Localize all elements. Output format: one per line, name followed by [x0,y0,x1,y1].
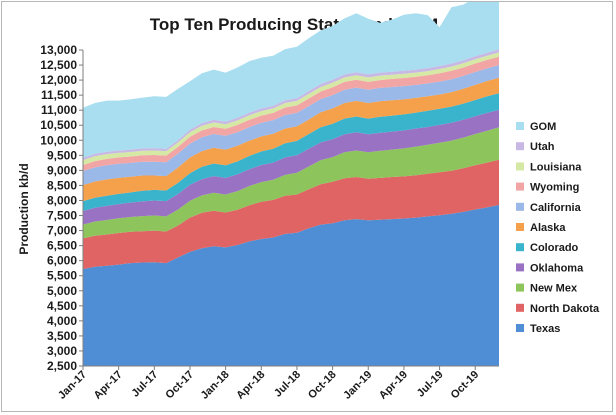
x-tick-label: Oct-19 [449,369,482,402]
legend-label-utah: Utah [530,141,555,153]
series-area-california [83,65,499,186]
y-tick-label: 2,500 [47,359,77,373]
legend-label-colorado: Colorado [530,242,579,254]
series-area-louisiana [83,52,499,165]
legend-label-new-mex: New Mex [530,283,578,295]
series-area-gom [83,2,499,158]
y-tick-label: 12,500 [40,58,77,72]
y-tick-label: 10,000 [40,133,77,147]
series-area-colorado [83,93,499,211]
areas-layer [83,2,499,366]
series-area-north-dakota [83,159,499,270]
legend-label-texas: Texas [530,323,560,335]
legend-swatch-louisiana [516,162,524,171]
x-tick-label: Jan-18 [199,369,232,402]
x-tick-label: Jul-17 [129,369,160,400]
y-tick-label: 8,500 [47,178,77,192]
x-tick-label: Oct-17 [163,369,196,402]
y-tick-label: 5,500 [47,269,77,283]
y-tick-label: 8,000 [47,193,77,207]
legend-label-wyoming: Wyoming [530,182,579,194]
x-tick-label: Jul-18 [272,369,303,400]
legend-label-california: California [530,202,582,214]
legend-label-louisiana: Louisiana [530,161,582,173]
y-tick-label: 7,000 [47,224,77,238]
legend-swatch-north-dakota [516,303,524,312]
x-tick-label: Apr-18 [234,369,267,402]
y-tick-label: 6,500 [47,239,77,253]
y-tick-label: 9,500 [47,148,77,162]
x-tick-label: Apr-19 [377,369,410,402]
legend-swatch-gom [516,122,524,130]
legend-swatch-oklahoma [516,263,524,272]
legend-swatch-texas [516,324,524,332]
series-area-oklahoma [83,109,499,225]
legend-label-gom: GOM [530,121,556,133]
y-tick-label: 12,000 [40,73,77,87]
y-tick-label: 13,000 [40,43,77,57]
y-tick-label: 11,500 [41,88,77,102]
y-tick-label: 4,000 [47,314,77,328]
series-area-utah [83,49,499,161]
x-tick-label: Apr-17 [92,369,125,402]
x-tick-label: Jan-17 [56,369,89,402]
legend-swatch-wyoming [516,182,524,191]
legend-label-north-dakota: North Dakota [530,303,600,315]
y-tick-label: 11,000 [41,103,77,117]
legend-swatch-colorado [516,243,524,252]
y-tick-label: 3,500 [47,329,77,343]
y-tick-label: 7,500 [47,209,77,223]
legend-swatch-california [516,202,524,211]
y-tick-label: 6,000 [47,254,77,268]
legend-swatch-alaska [516,223,524,231]
x-tick-label: Jul-19 [415,369,446,400]
y-tick-label: 9,000 [47,163,77,177]
series-area-alaska [83,77,499,202]
x-tick-label: Jan-19 [341,369,374,402]
y-axis-label: Production kb/d [17,163,31,254]
x-tick-label: Oct-18 [306,369,339,402]
series-area-wyoming [83,56,499,171]
legend-swatch-new-mex [516,283,524,292]
y-tick-label: 3,000 [47,344,77,358]
y-tick-label: 5,000 [47,284,77,298]
legend-swatch-utah [516,142,524,151]
legend-label-alaska: Alaska [530,222,566,234]
legend-label-oklahoma: Oklahoma [530,262,584,274]
series-area-texas [83,205,499,366]
legend: GOM Utah Louisiana Wyoming California Alaska C… [516,121,600,335]
y-tick-label: 10,500 [40,118,77,132]
series-area-new-mex [83,127,499,239]
y-tick-label: 4,500 [47,299,77,313]
